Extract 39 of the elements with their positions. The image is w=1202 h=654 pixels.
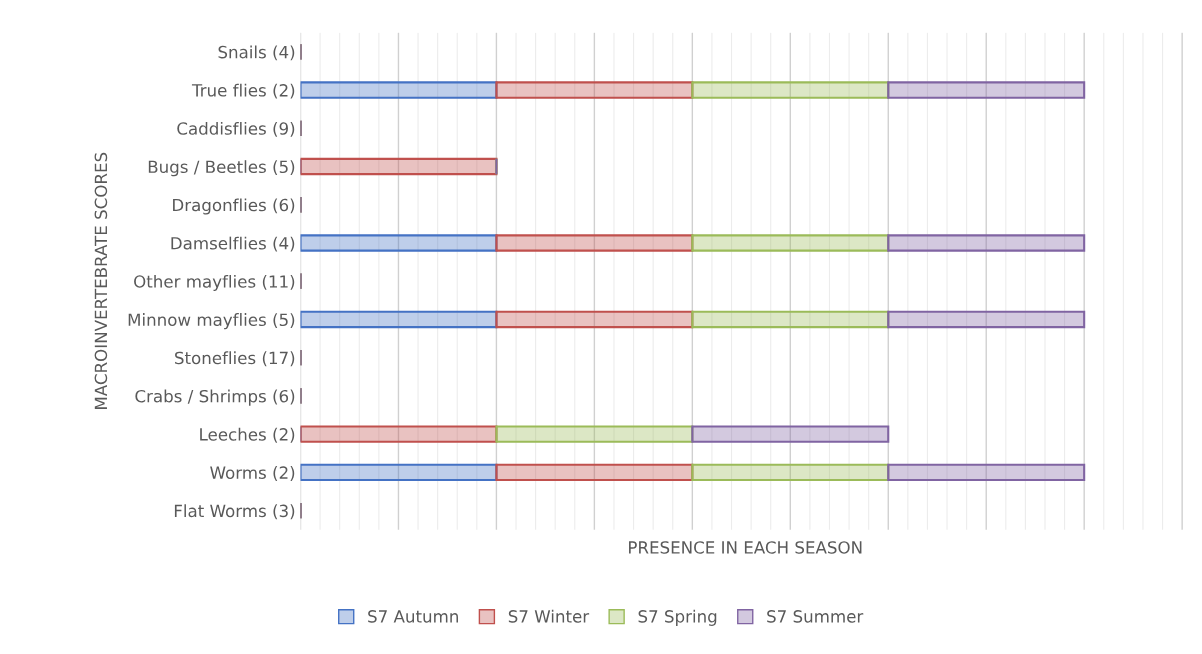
y-tick-label: Damselflies (4) <box>171 236 295 252</box>
y-tick-label: Stoneflies (17) <box>175 351 295 367</box>
bar <box>300 81 498 99</box>
bar <box>691 463 890 482</box>
bar <box>887 234 1086 252</box>
bar <box>495 234 694 252</box>
bar <box>691 425 890 443</box>
x-axis-title: PRESENCE IN EACH SEASON <box>629 541 862 554</box>
bar <box>300 463 498 482</box>
y-tick-label: Bugs / Beetles (5) <box>148 160 295 177</box>
bar <box>495 425 694 443</box>
bar <box>691 81 890 99</box>
y-tick-label: Leeches (2) <box>200 427 295 443</box>
y-tick-label: Other mayflies (11) <box>134 274 295 292</box>
y-tick-label: Minnow mayflies (5) <box>128 313 295 330</box>
bar <box>887 310 1086 329</box>
bar <box>887 81 1086 99</box>
legend-label: S7 Spring <box>638 609 717 626</box>
y-tick-label: Dragonflies (6) <box>173 198 295 215</box>
y-tick-label: Snails (4) <box>218 45 295 61</box>
y-tick-label: Worms (2) <box>210 466 295 481</box>
y-axis-title: MACROINVERTEBRATE SCORES <box>94 152 108 409</box>
legend-label: S7 Winter <box>508 609 590 623</box>
bar <box>495 81 694 99</box>
legend-label: S7 Summer <box>767 610 864 623</box>
bar <box>300 425 498 443</box>
bar <box>887 463 1086 482</box>
bar <box>300 310 498 329</box>
bar <box>691 310 890 329</box>
bar <box>691 234 890 252</box>
y-tick-label: Flat Worms (3) <box>174 504 295 520</box>
y-tick-label: True flies (2) <box>191 83 295 99</box>
legend-label: S7 Autumn <box>368 610 458 623</box>
bar <box>495 463 694 482</box>
y-tick-label: Caddisflies (9) <box>177 121 295 137</box>
y-tick-label: Crabs / Shrimps (6) <box>135 389 295 406</box>
bar <box>495 310 694 329</box>
bar <box>300 234 498 252</box>
bar <box>300 157 498 176</box>
